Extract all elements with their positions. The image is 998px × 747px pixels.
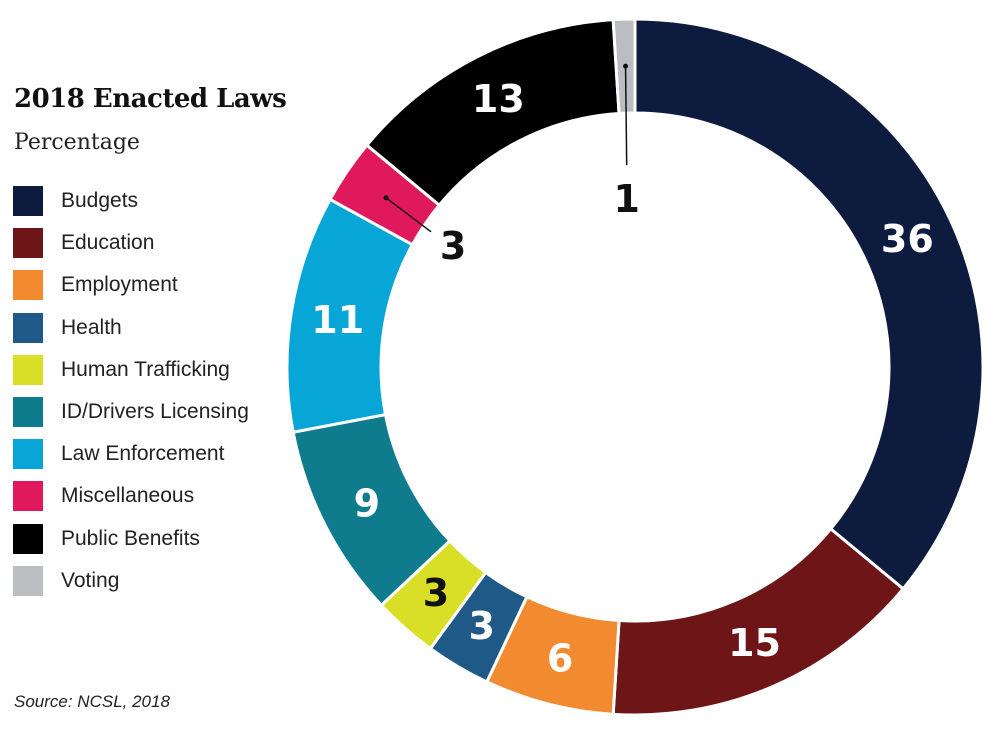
legend-swatch-employment [13,270,43,301]
legend-label-education: Education [61,231,155,255]
leader-dot-miscellaneous [383,195,389,201]
data-label-health: 3 [469,604,495,648]
legend-swatch-voting [13,565,43,596]
legend-item-law-enforcement: Law Enforcement [13,439,293,470]
legend-item-miscellaneous: Miscellaneous [13,481,293,512]
legend-label-human-trafficking: Human Trafficking [61,357,230,381]
legend-swatch-health [13,312,43,343]
legend-swatch-public-benefits [13,523,43,554]
leader-dot-voting [623,63,629,69]
legend-label-health: Health [61,315,122,339]
leader-line-miscellaneous [385,197,432,233]
chart-source: Source: NCSL, 2018 [14,692,170,711]
legend-label-miscellaneous: Miscellaneous [61,484,195,508]
legend-item-budgets: Budgets [13,186,293,216]
chart-title: 2018 Enacted Laws [14,84,287,114]
legend-item-voting: Voting [13,565,293,596]
legend-label-public-benefits: Public Benefits [61,526,200,550]
data-label-miscellaneous: 3 [440,224,466,268]
leader-line-voting [624,66,628,166]
legend-swatch-budgets [13,186,43,216]
legend-swatch-human-trafficking [13,354,43,385]
data-label-id-drivers-licensing: 9 [354,482,380,526]
legend-label-id-drivers-licensing: ID/Drivers Licensing [61,399,249,423]
legend-item-health: Health [13,312,293,343]
legend-swatch-id-drivers-licensing [13,396,43,427]
legend-swatch-law-enforcement [13,439,43,470]
data-label-public-benefits: 13 [472,77,525,121]
legend-swatch-miscellaneous [13,481,43,512]
legend-label-employment: Employment [61,273,178,297]
data-label-budgets: 36 [881,217,934,261]
chart-subtitle: Percentage [14,130,140,155]
data-label-employment: 6 [547,637,573,681]
legend-label-law-enforcement: Law Enforcement [61,442,225,466]
legend-item-public-benefits: Public Benefits [13,523,293,554]
data-label-human-trafficking: 3 [423,571,449,615]
legend-label-voting: Voting [61,568,120,592]
legend-item-id-drivers-licensing: ID/Drivers Licensing [13,396,293,427]
data-label-law-enforcement: 11 [311,298,364,342]
chart-legend: Budgets Education Employment Health Human Tr… [13,186,293,608]
slice-budgets [633,17,985,591]
data-label-voting: 1 [613,177,639,221]
legend-label-budgets: Budgets [61,189,139,212]
data-label-education: 15 [728,621,781,665]
legend-swatch-education [13,228,43,259]
legend-item-education: Education [13,228,293,259]
legend-item-human-trafficking: Human Trafficking [13,354,293,385]
legend-item-employment: Employment [13,270,293,301]
